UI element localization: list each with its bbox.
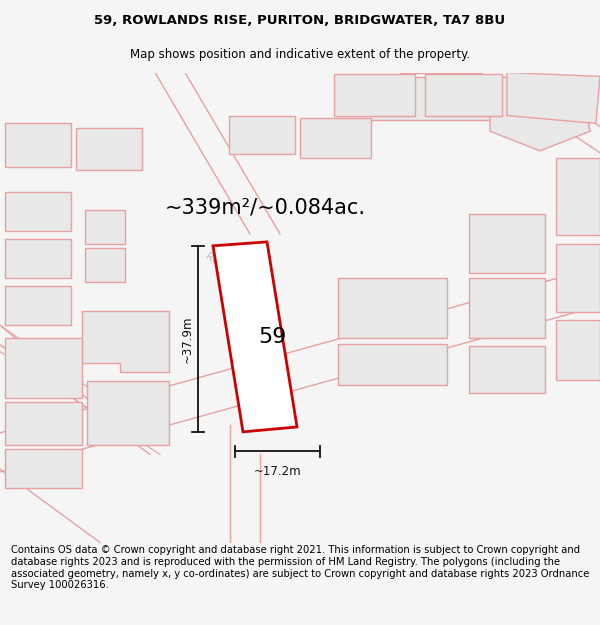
Text: Rowlands Rise: Rowlands Rise <box>205 251 275 295</box>
Polygon shape <box>556 158 600 235</box>
Polygon shape <box>87 381 169 444</box>
Polygon shape <box>469 214 545 273</box>
Text: Map shows position and indicative extent of the property.: Map shows position and indicative extent… <box>130 48 470 61</box>
Text: Contains OS data © Crown copyright and database right 2021. This information is : Contains OS data © Crown copyright and d… <box>11 546 589 590</box>
Polygon shape <box>82 311 169 372</box>
Text: 59: 59 <box>259 327 287 347</box>
Polygon shape <box>469 278 545 338</box>
Polygon shape <box>85 248 125 282</box>
Polygon shape <box>469 346 545 392</box>
Polygon shape <box>5 338 82 398</box>
Polygon shape <box>425 74 502 116</box>
Polygon shape <box>5 192 71 231</box>
Polygon shape <box>5 449 82 488</box>
Polygon shape <box>5 123 71 166</box>
Polygon shape <box>76 128 142 171</box>
Polygon shape <box>500 78 590 136</box>
Polygon shape <box>507 72 600 123</box>
Text: ~339m²/~0.084ac.: ~339m²/~0.084ac. <box>164 198 365 217</box>
Polygon shape <box>556 320 600 380</box>
Polygon shape <box>300 118 371 158</box>
Text: ~17.2m: ~17.2m <box>254 465 301 478</box>
Polygon shape <box>490 78 590 151</box>
Polygon shape <box>229 116 295 154</box>
Polygon shape <box>5 239 71 278</box>
Polygon shape <box>556 244 600 312</box>
Text: 59, ROWLANDS RISE, PURITON, BRIDGWATER, TA7 8BU: 59, ROWLANDS RISE, PURITON, BRIDGWATER, … <box>94 14 506 27</box>
Polygon shape <box>338 278 447 338</box>
Polygon shape <box>85 209 125 244</box>
Polygon shape <box>5 286 71 325</box>
Polygon shape <box>338 78 490 119</box>
Polygon shape <box>334 74 415 116</box>
Polygon shape <box>5 401 82 444</box>
Text: ~37.9m: ~37.9m <box>181 315 193 362</box>
Polygon shape <box>338 344 447 385</box>
Polygon shape <box>213 242 297 432</box>
